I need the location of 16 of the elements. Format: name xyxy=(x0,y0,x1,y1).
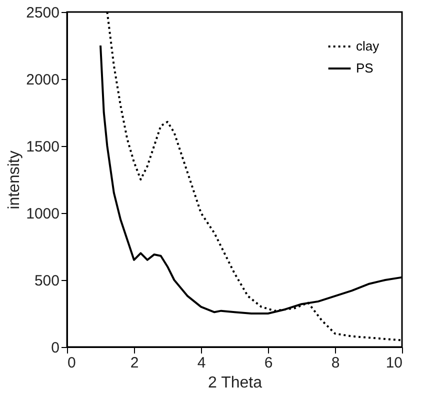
y-axis-title: intensity xyxy=(6,150,24,210)
y-tick-label: 1000 xyxy=(26,206,60,222)
x-tick-label: 4 xyxy=(197,354,206,372)
x-tick-label: 6 xyxy=(264,354,273,372)
x-axis-title: 2 Theta xyxy=(208,374,262,392)
y-tick-label: 2500 xyxy=(26,4,60,22)
x-tick-label: 0 xyxy=(68,354,76,372)
x-tick-label: 10 xyxy=(386,354,402,372)
y-tick-label: 1500 xyxy=(26,138,60,156)
x-tick-label: 2 xyxy=(130,354,139,372)
y-tick-label: 2000 xyxy=(26,72,60,88)
legend-label: clay xyxy=(356,38,380,54)
y-tick-label: 500 xyxy=(34,272,60,290)
x-tick-label: 8 xyxy=(331,354,340,372)
y-tick-label: 0 xyxy=(51,340,60,356)
legend-label: PS xyxy=(356,60,374,76)
